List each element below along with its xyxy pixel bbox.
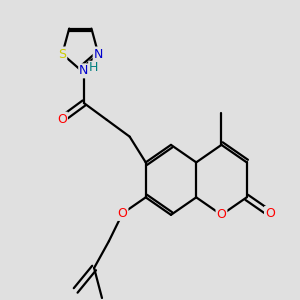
Text: N: N xyxy=(79,64,88,77)
Text: O: O xyxy=(57,112,67,126)
Text: O: O xyxy=(217,208,226,221)
Text: O: O xyxy=(265,207,275,220)
Text: H: H xyxy=(89,61,98,74)
Text: S: S xyxy=(58,47,66,61)
Text: O: O xyxy=(118,207,128,220)
Text: N: N xyxy=(94,47,103,61)
